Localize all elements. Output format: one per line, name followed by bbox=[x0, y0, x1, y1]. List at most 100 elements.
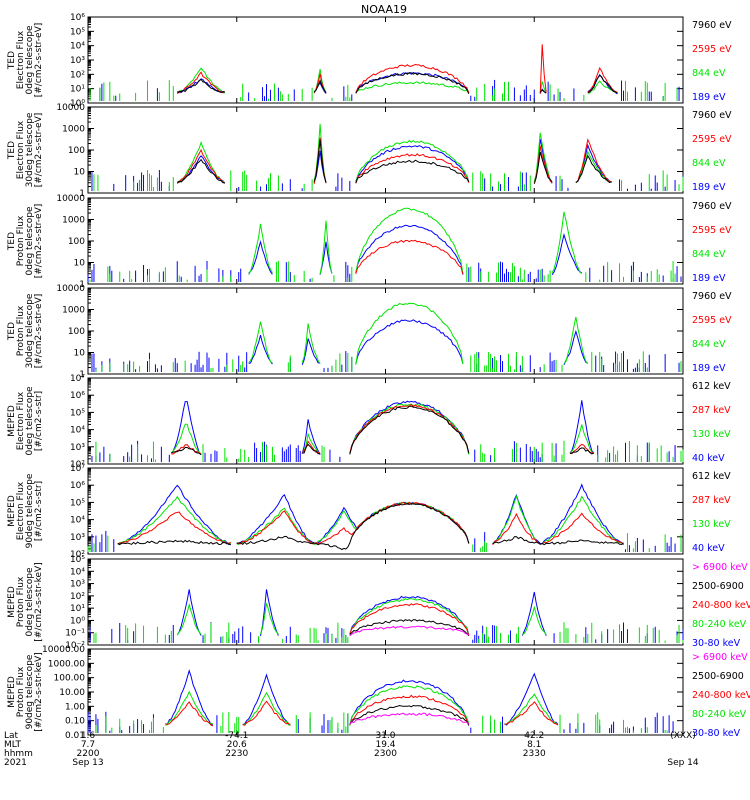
y-tick-label: 10⁴ bbox=[70, 567, 85, 577]
y-tick-label: 0.10 bbox=[65, 717, 85, 727]
y-axis-label-line: 0deg telescope bbox=[25, 25, 35, 95]
y-axis-label: TED Electron Flux 0deg telescope [#/cm2-s-s… bbox=[7, 23, 44, 98]
series-line bbox=[171, 403, 594, 455]
legend-entry: 189 eV bbox=[692, 363, 726, 374]
y-axis-label-line: MEPED bbox=[7, 405, 17, 437]
legend-entry: 30-80 keV bbox=[692, 728, 741, 739]
x-tick-label: 8.1 bbox=[527, 740, 541, 750]
y-tick-label: 1 bbox=[79, 370, 85, 380]
legend-entry: 80-240 keV bbox=[692, 619, 747, 630]
legend-entry: 2595 eV bbox=[692, 134, 732, 145]
y-tick-label: 10¹ bbox=[70, 85, 85, 95]
legend-entry: 130 keV bbox=[692, 429, 731, 440]
y-tick-label: 0.01 bbox=[65, 731, 85, 741]
x-axis-row-label: 2021 bbox=[4, 758, 27, 768]
x-tick-label: 2230 bbox=[225, 749, 248, 759]
legend-entry: 612 keV bbox=[692, 471, 731, 482]
x-tick-label: 2200 bbox=[77, 749, 100, 759]
y-tick-label: 100 bbox=[68, 237, 85, 247]
legend-entry: 130 keV bbox=[692, 519, 731, 530]
y-axis-label-line: MEPED bbox=[7, 676, 17, 708]
y-tick-label: 1000 bbox=[62, 306, 85, 316]
panel-frame bbox=[87, 648, 684, 736]
series-line bbox=[165, 694, 559, 727]
y-tick-label: 10000 bbox=[56, 194, 85, 204]
chart-title: NOAA19 bbox=[361, 3, 407, 16]
y-tick-label: 10⁴ bbox=[70, 516, 85, 526]
y-axis-label-line: Electron Flux bbox=[16, 391, 26, 450]
legend-entry: 189 eV bbox=[692, 92, 726, 103]
x-axis-row-label: hhmm bbox=[4, 749, 33, 759]
x-axis-row-label: Lat bbox=[4, 731, 19, 741]
y-axis-label-line: 0deg telescope bbox=[25, 206, 35, 276]
y-tick-label: 10⁵ bbox=[70, 555, 85, 565]
y-tick-label: 10⁰ bbox=[70, 616, 85, 626]
y-axis-label: MEPED Proton Flux 90deg telescope [#/cm2-s-… bbox=[7, 652, 44, 731]
y-axis-label: MEPED Electron Flux 0deg telescope [#/cm2-s… bbox=[7, 386, 44, 456]
y-tick-label: 10⁴ bbox=[70, 42, 85, 52]
panel-8: 0.010.101.0010.00100.001000.0010000.00ME… bbox=[7, 645, 750, 741]
x-tick-label: 2300 bbox=[374, 749, 397, 759]
series-line bbox=[248, 207, 583, 276]
legend-entry: 287 keV bbox=[692, 405, 731, 416]
series-line bbox=[349, 619, 470, 637]
y-tick-label: 10² bbox=[70, 460, 85, 470]
y-tick-label: 10⁰ bbox=[70, 99, 85, 109]
y-tick-label: 10⁶ bbox=[70, 391, 85, 401]
y-tick-label: 1000 bbox=[62, 125, 85, 135]
x-tick-label: Sep 14 bbox=[667, 758, 699, 768]
y-tick-label: 10⁶ bbox=[70, 13, 85, 23]
series-line bbox=[117, 502, 624, 551]
panel-frame bbox=[87, 287, 684, 375]
series-line bbox=[177, 123, 612, 184]
y-axis-label: MEPED Proton Flux 0deg telescope [#/cm2-s-s… bbox=[7, 562, 44, 641]
y-tick-label: 10 bbox=[74, 349, 86, 359]
y-tick-label: 10⁵ bbox=[70, 27, 85, 37]
y-tick-label: 1 bbox=[79, 280, 85, 290]
series-line bbox=[165, 685, 559, 726]
legend-entry: 7960 eV bbox=[692, 110, 732, 121]
y-axis-label-line: 90deg telescope bbox=[25, 473, 35, 548]
y-tick-label: 10³ bbox=[70, 56, 85, 66]
legend-entry: 40 keV bbox=[692, 543, 725, 554]
y-tick-label: 10⁶ bbox=[70, 481, 85, 491]
x-tick-label: Sep 13 bbox=[72, 758, 103, 768]
legend-entry: 7960 eV bbox=[692, 201, 732, 212]
series-line bbox=[248, 319, 589, 366]
y-axis-label-line: Electron Flux bbox=[16, 120, 26, 179]
legend-entry: 2595 eV bbox=[692, 44, 732, 55]
y-axis-label-line: [#/cm2-s-str-eV] bbox=[34, 294, 44, 369]
panel-2: 1 10 100 1000 10000 TED Electron Flux 30deg tel… bbox=[7, 103, 732, 199]
y-tick-label: 10² bbox=[70, 70, 85, 80]
y-axis-label-line: TED bbox=[7, 141, 17, 160]
series-line bbox=[177, 44, 618, 94]
legend-entry: 7960 eV bbox=[692, 291, 732, 302]
x-tick-label: 31.0 bbox=[375, 731, 395, 741]
panel-1: 10⁰ 10¹ 10² 10³ 10⁴ 10⁵ 10⁶ TED Electron Flux 0de… bbox=[7, 13, 732, 109]
series-line bbox=[171, 405, 594, 456]
y-tick-label: 10.00 bbox=[59, 688, 85, 698]
y-axis-label-line: [#/cm2-s-str-eV] bbox=[34, 113, 44, 188]
y-axis-label-line: MEPED bbox=[7, 495, 17, 527]
y-axis-label-line: 30deg telescope bbox=[25, 112, 35, 187]
x-tick-label: 1.6 bbox=[81, 731, 96, 741]
y-tick-label: 10² bbox=[70, 592, 85, 602]
y-tick-label: 10000 bbox=[56, 103, 85, 113]
series-line bbox=[176, 598, 547, 636]
y-tick-label: 10³ bbox=[70, 443, 85, 453]
y-tick-label: 100 bbox=[68, 146, 85, 156]
series-line bbox=[177, 137, 612, 185]
legend-entry: 844 eV bbox=[692, 68, 726, 79]
series-line bbox=[349, 704, 470, 726]
x-tick-label: 7.7 bbox=[81, 740, 95, 750]
y-tick-label: 10000 bbox=[56, 284, 85, 294]
y-tick-label: 1000 bbox=[62, 216, 85, 226]
x-tick-label: 19.4 bbox=[375, 740, 395, 750]
y-axis-label: TED Proton Flux 30deg telescope [#/cm2-s-st… bbox=[7, 293, 44, 368]
panel-6: 10² 10³ 10⁴ 10⁵ 10⁶ 10⁷ MEPED Electron Flux 90de… bbox=[7, 464, 731, 560]
series-line bbox=[117, 494, 624, 546]
x-axis-row-label: MLT bbox=[4, 740, 22, 750]
y-tick-label: 10⁵ bbox=[70, 498, 85, 508]
